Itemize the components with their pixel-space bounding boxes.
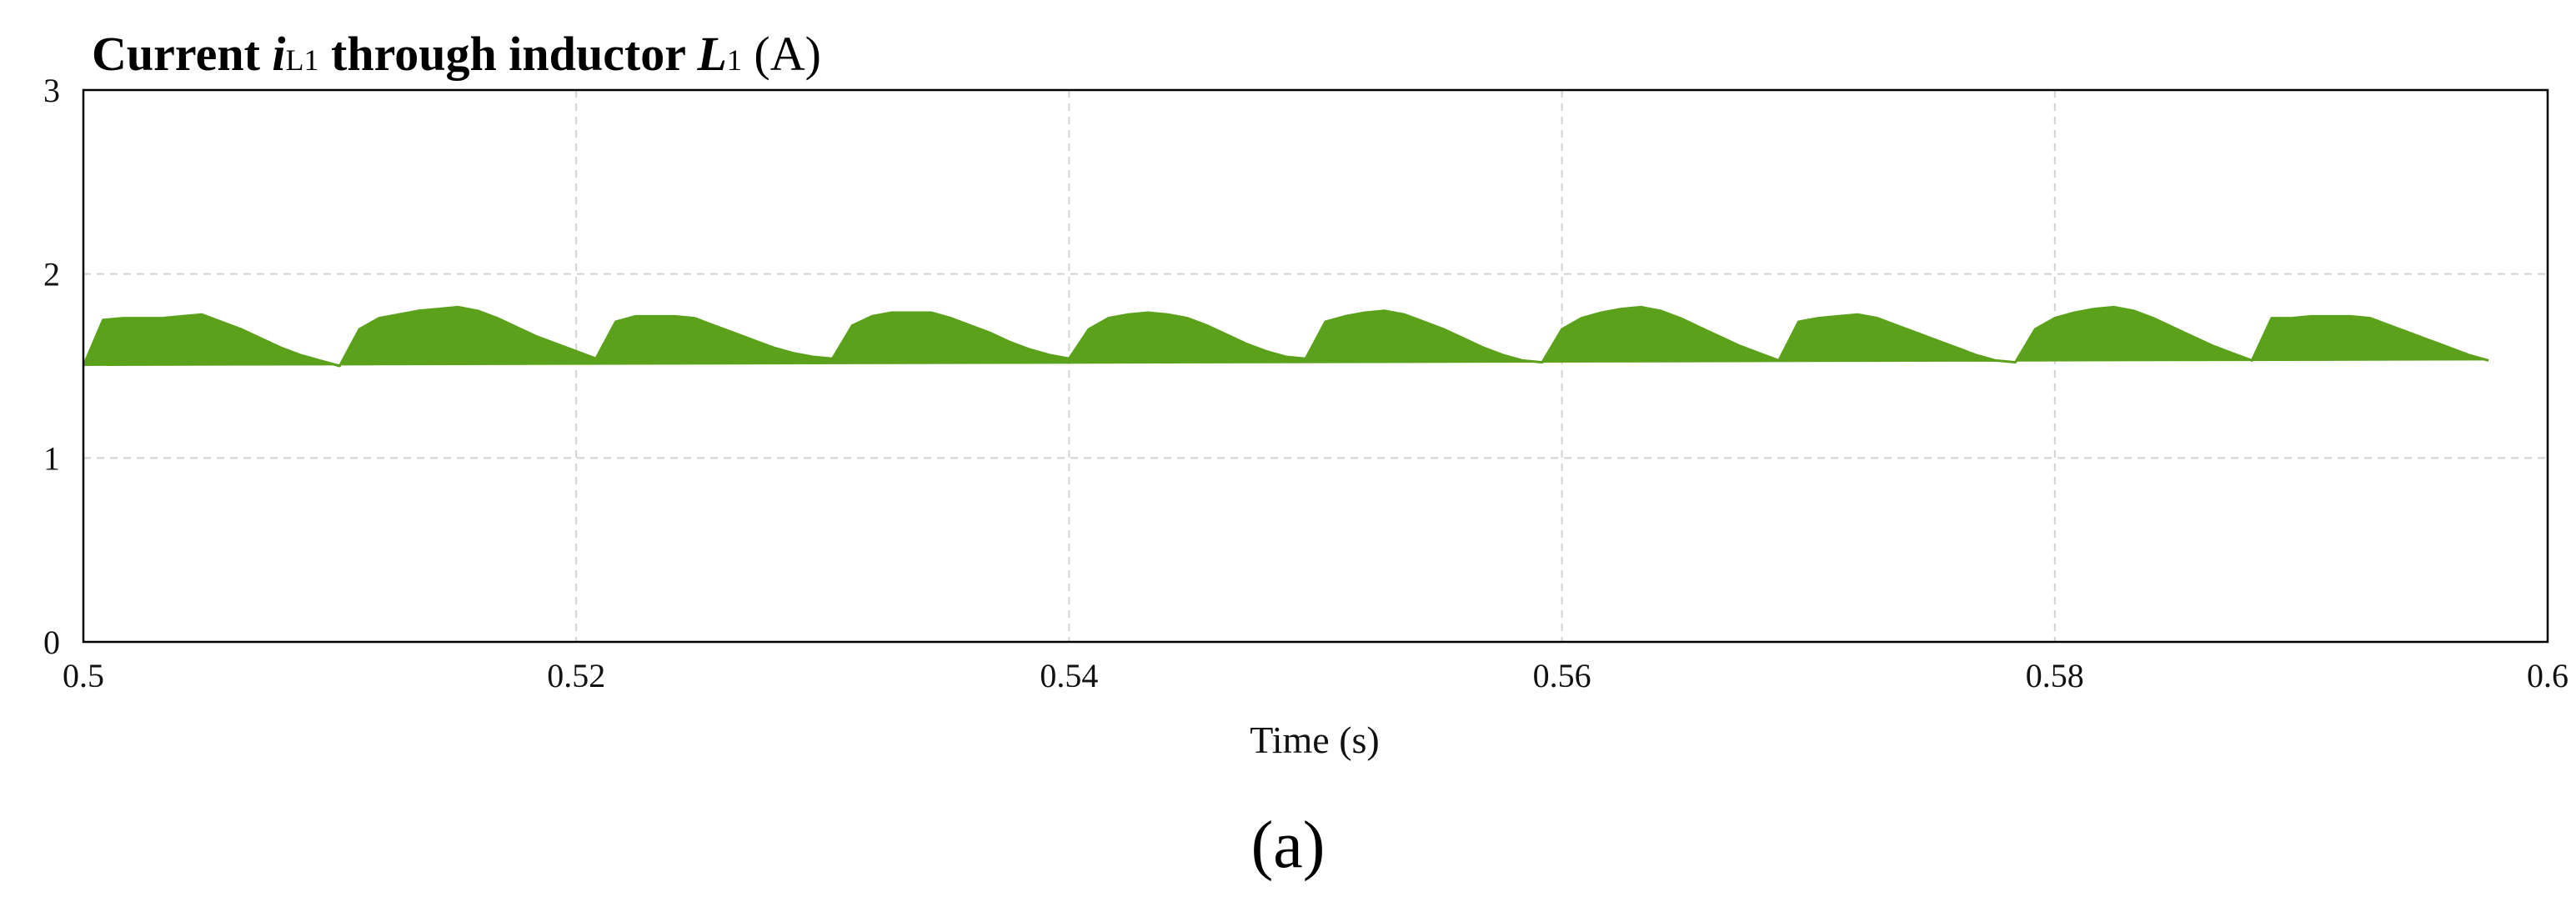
x-axis-tick-labels: 0.5 0.52 0.54 0.56 0.58 0.6 bbox=[63, 657, 2568, 694]
chart-title: Current iL1 through inductor L1 (A) bbox=[92, 27, 821, 81]
grid-lines bbox=[83, 90, 2548, 642]
title-variable-subscript: L1 bbox=[286, 43, 319, 77]
title-middle: through inductor bbox=[319, 27, 698, 81]
plot-frame bbox=[82, 88, 2549, 644]
title-variable: i bbox=[272, 27, 285, 81]
series-layer bbox=[82, 305, 2489, 368]
x-tick-label: 0.52 bbox=[547, 657, 605, 694]
y-tick-label: 1 bbox=[43, 439, 60, 477]
y-axis-tick-labels: 0 1 2 3 bbox=[43, 72, 60, 661]
panel-label: (a) bbox=[1251, 809, 1326, 882]
x-tick-label: 0.6 bbox=[2527, 657, 2568, 694]
x-tick-label: 0.5 bbox=[63, 657, 104, 694]
y-tick-label: 3 bbox=[43, 72, 60, 109]
title-variable2-subscript: 1 bbox=[727, 43, 742, 77]
title-unit: (A) bbox=[742, 27, 821, 81]
x-tick-label: 0.58 bbox=[2026, 657, 2084, 694]
x-tick-label: 0.56 bbox=[1533, 657, 1591, 694]
title-variable2: L bbox=[696, 27, 726, 81]
x-axis-label: Time (s) bbox=[1250, 719, 1380, 761]
x-tick-label: 0.54 bbox=[1040, 657, 1098, 694]
y-tick-label: 0 bbox=[43, 624, 60, 661]
series-0-band bbox=[82, 305, 2489, 368]
title-prefix: Current bbox=[92, 27, 272, 81]
y-tick-label: 2 bbox=[43, 256, 60, 293]
